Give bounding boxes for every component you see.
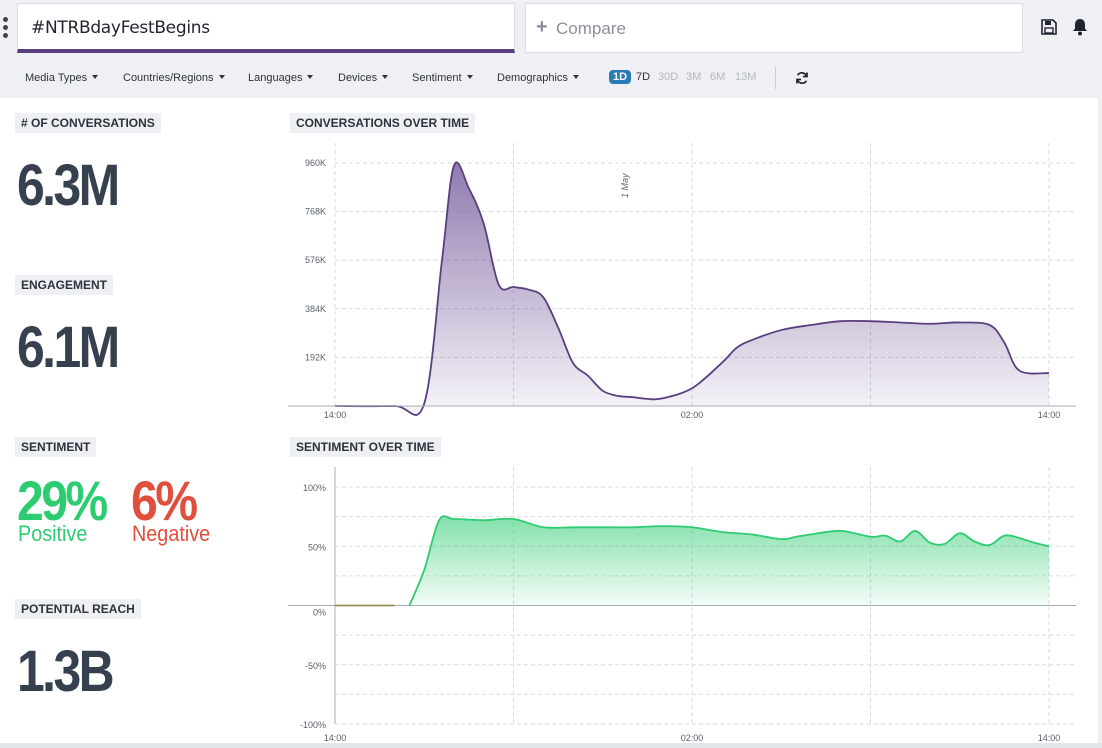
save-icon[interactable]	[1041, 19, 1057, 35]
x-tick-label: 14:00	[324, 733, 347, 743]
y-tick-label: 768K	[305, 207, 326, 217]
y-tick-label: -50%	[305, 661, 326, 671]
potential-reach-value: 1.3B	[17, 639, 115, 704]
y-tick-label: 192K	[305, 352, 326, 362]
y-tick-label: 100%	[303, 483, 326, 493]
bell-icon[interactable]	[1071, 18, 1089, 36]
bottom-strip	[0, 743, 1102, 748]
filter-media-types[interactable]: Media Types	[25, 72, 99, 84]
filter-label: Devices	[338, 72, 378, 84]
filter-bar: Media Types Countries/Regions Languages …	[0, 58, 1102, 98]
filter-demographics[interactable]: Demographics	[497, 72, 579, 84]
engagement-value: 6.1M	[17, 315, 120, 380]
filter-label: Media Types	[25, 72, 88, 84]
caret-down-icon	[382, 75, 389, 80]
sentiment-negative-label: Negative	[132, 521, 211, 546]
range-30d[interactable]: 30D	[658, 71, 679, 83]
refresh-icon[interactable]	[795, 71, 809, 85]
sentiment-chart-title: SENTIMENT OVER TIME	[290, 437, 441, 457]
search-query-text: #NTRBdayFestBegins	[31, 18, 210, 38]
x-tick-label: 14:00	[1038, 410, 1061, 420]
y-tick-label: 576K	[305, 255, 326, 265]
filter-label: Sentiment	[412, 72, 462, 84]
y-tick-label: 960K	[305, 158, 326, 168]
divider	[775, 67, 776, 89]
conversations-area	[335, 162, 1049, 415]
caret-down-icon	[466, 75, 473, 80]
y-tick-label: 384K	[305, 304, 326, 314]
sentiment-label: SENTIMENT	[15, 437, 97, 457]
caret-down-icon	[218, 75, 225, 80]
y-tick-label: 50%	[308, 542, 326, 552]
plus-icon: +	[536, 16, 548, 38]
compare-label: Compare	[556, 19, 626, 38]
conversations-chart-title: CONVERSATIONS OVER TIME	[290, 113, 476, 133]
range-1d[interactable]: 1D	[609, 70, 632, 84]
engagement-label: ENGAGEMENT	[15, 275, 114, 295]
x-tick-label: 14:00	[1038, 733, 1061, 743]
caret-down-icon	[572, 75, 579, 80]
filter-label: Demographics	[497, 72, 568, 84]
filter-devices[interactable]: Devices	[338, 72, 389, 84]
filter-label: Languages	[248, 72, 303, 84]
filter-countries-regions[interactable]: Countries/Regions	[123, 72, 225, 84]
sentiment-positive-value: 29%	[17, 469, 108, 532]
date-annotation: 1 May	[620, 173, 630, 198]
sentiment-positive-label: Positive	[18, 521, 88, 546]
range-7d[interactable]: 7D	[636, 71, 651, 83]
sentiment-line	[408, 515, 1050, 606]
range-13m[interactable]: 13M	[735, 71, 757, 83]
filter-sentiment[interactable]: Sentiment	[412, 72, 473, 84]
search-query-field[interactable]: #NTRBdayFestBegins	[17, 3, 515, 53]
more-menu-icon[interactable]	[3, 17, 9, 39]
conversations-label: # OF CONVERSATIONS	[15, 113, 161, 133]
sentiment-over-time-chart: 100% 50% 0% -50% -100% 14:00 02:00 14:00	[288, 467, 1076, 743]
filter-languages[interactable]: Languages	[248, 72, 314, 84]
x-tick-label: 02:00	[681, 733, 704, 743]
x-tick-label: 14:00	[324, 410, 347, 420]
x-tick-label: 02:00	[681, 410, 704, 420]
sentiment-negative-value: 6%	[131, 469, 198, 532]
sentiment-area	[409, 516, 1049, 606]
conversations-over-time-chart: 192K 384K 576K 768K 960K 14:00 02:00 14:00 1 May	[288, 143, 1076, 420]
potential-reach-label: POTENTIAL REACH	[15, 599, 141, 619]
conversations-value: 6.3M	[17, 153, 120, 218]
range-3m[interactable]: 3M	[686, 71, 702, 83]
conversations-line	[334, 161, 1050, 416]
y-tick-label: -100%	[300, 720, 326, 730]
range-6m[interactable]: 6M	[710, 71, 726, 83]
compare-field[interactable]: + Compare	[525, 3, 1023, 53]
caret-down-icon	[307, 75, 314, 80]
filter-label: Countries/Regions	[123, 72, 214, 84]
caret-down-icon	[92, 75, 99, 80]
y-tick-label: 0%	[313, 608, 326, 618]
top-bar: #NTRBdayFestBegins + Compare	[0, 0, 1102, 58]
